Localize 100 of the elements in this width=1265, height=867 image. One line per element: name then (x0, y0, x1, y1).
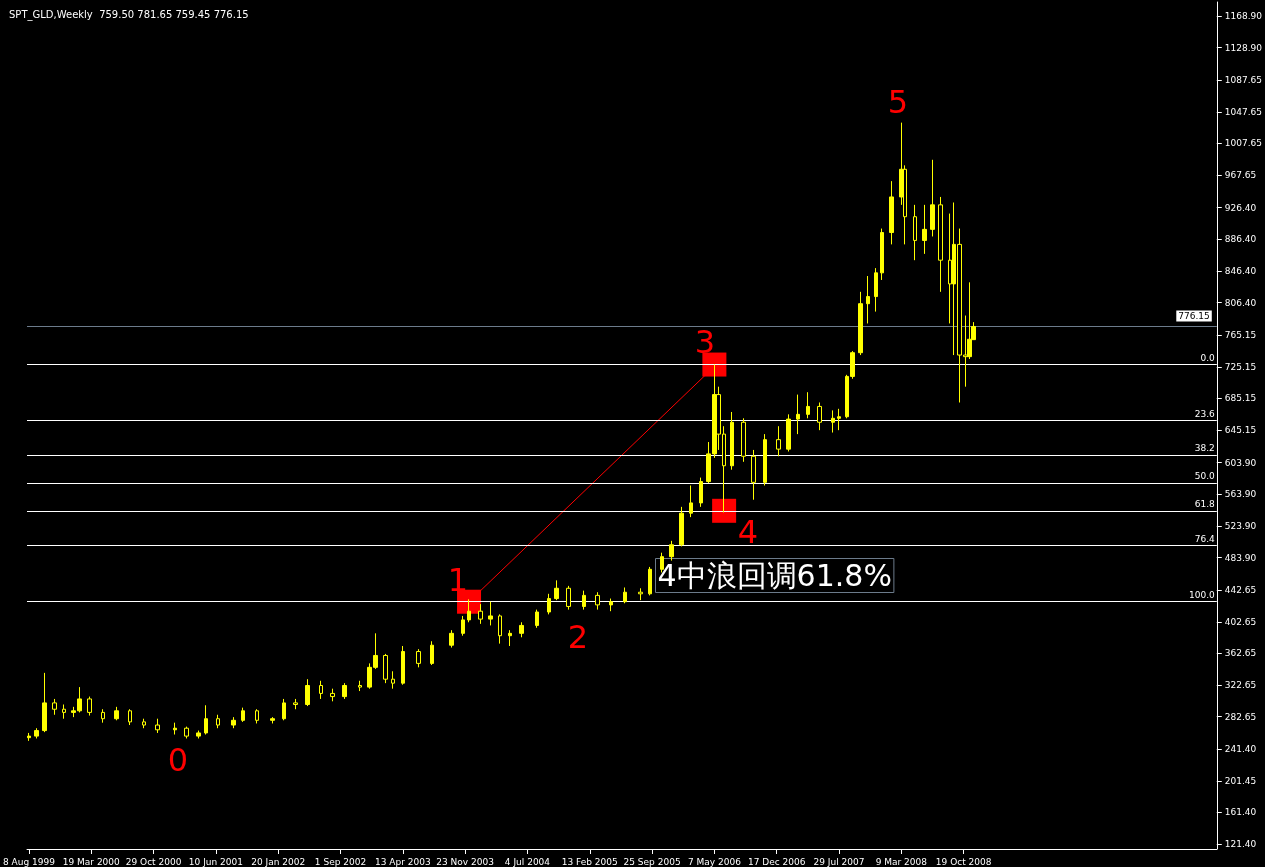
y-tick-label: 523.90 (1224, 520, 1257, 531)
ref-line-label: 776.15 (1178, 310, 1210, 321)
candlestick (216, 714, 220, 729)
candlestick (699, 477, 703, 508)
candlestick (62, 703, 66, 720)
y-tick-label: 1168.90 (1224, 10, 1263, 21)
candlestick (293, 698, 298, 710)
candlestick (786, 413, 791, 453)
annotation: 0.0 (1200, 353, 1216, 364)
candlestick (566, 585, 571, 611)
candlestick (449, 629, 454, 649)
y-tick-label: 241.40 (1224, 744, 1257, 755)
annotation: 38.2 (1194, 443, 1215, 454)
candlestick (204, 704, 208, 736)
candlestick (730, 411, 734, 471)
y-tick-label: 1087.65 (1224, 75, 1262, 86)
y-tick-label: 846.40 (1224, 265, 1257, 276)
x-tick-label: 4 Jul 2004 (504, 856, 551, 867)
candlestick (128, 708, 132, 726)
y-tick-label: 362.65 (1224, 648, 1257, 659)
candlestick (648, 566, 652, 596)
candlestick (488, 601, 493, 626)
candlestick (796, 394, 800, 435)
x-tick-label: 10 Jun 2001 (188, 856, 243, 867)
x-tick-label: 23 Nov 2003 (436, 856, 494, 867)
x-tick-label: 17 Dec 2006 (747, 856, 806, 867)
candlestick (508, 629, 512, 647)
candlestick (467, 598, 471, 623)
candlestick (184, 726, 189, 739)
candlestick (930, 159, 935, 237)
candlestick (609, 598, 613, 612)
y-tick-label: 121.40 (1224, 839, 1257, 850)
candlestick (478, 603, 483, 625)
annotation: 76.4 (1194, 533, 1216, 544)
y-tick-label: 161.40 (1224, 807, 1257, 818)
x-tick-label: 29 Oct 2000 (125, 856, 182, 867)
candlestick (751, 449, 756, 501)
annotation: 3 (694, 323, 716, 361)
candlestick (255, 708, 259, 724)
candlestick (305, 678, 310, 707)
candlestick (142, 718, 146, 729)
candlestick (519, 621, 524, 638)
y-tick-label: 967.65 (1224, 170, 1257, 181)
annotation: 5 (887, 83, 909, 121)
candlestick (858, 291, 863, 356)
candlestick (498, 613, 502, 645)
candlestick (101, 708, 105, 724)
y-tick-label: 765.15 (1224, 330, 1257, 341)
y-tick-label: 483.90 (1224, 552, 1257, 563)
candlestick (196, 730, 201, 739)
candlestick (241, 707, 245, 723)
candlestick (342, 682, 347, 700)
candlestick (679, 506, 684, 547)
text: SPT_GLD,Weekly 759.50 781.65 759.45 776.15 (9, 8, 249, 21)
candlestick (806, 391, 810, 419)
x-tick-label: 8 Aug 1999 (2, 856, 56, 867)
annotation: 50.0 (1194, 471, 1216, 482)
candlestick (638, 587, 643, 601)
candlestick (889, 180, 894, 245)
y-tick-label: 402.65 (1224, 616, 1257, 627)
candlestick (776, 425, 781, 457)
x-tick-label: 20 Jan 2002 (251, 856, 306, 867)
y-tick-label: 563.90 (1224, 489, 1257, 500)
x-tick-label: 1 Sep 2002 (314, 856, 367, 867)
candlestick (401, 645, 405, 686)
candlestick (114, 706, 119, 721)
y-tick-label: 645.15 (1224, 425, 1257, 436)
x-tick-label: 19 Mar 2000 (62, 856, 121, 867)
candlestick (52, 698, 57, 716)
candlestick (330, 688, 335, 702)
x-tick-label: 19 Oct 2008 (935, 856, 992, 867)
candlestick (155, 718, 160, 734)
x-tick-label: 13 Feb 2005 (561, 856, 618, 867)
y-tick-label: 322.65 (1224, 680, 1257, 690)
annotation: 100.0 (1189, 589, 1216, 600)
candlestick (34, 727, 39, 739)
candlestick (416, 648, 421, 668)
y-tick-label: 725.15 (1224, 361, 1257, 372)
annotation: 4中浪回调61.8% (657, 558, 892, 593)
y-tick-label: 926.40 (1224, 202, 1257, 213)
candlestick (87, 696, 92, 717)
y-tick-label: 685.15 (1224, 393, 1257, 404)
x-tick-label: 9 Mar 2008 (875, 856, 928, 867)
candlestick (270, 716, 275, 724)
candlestick (689, 485, 693, 518)
candlestick (837, 408, 841, 431)
candlestick (866, 275, 870, 324)
candlestick (922, 204, 927, 255)
point (712, 498, 737, 523)
y-tick-label: 886.40 (1224, 234, 1257, 245)
candlestick (27, 732, 31, 742)
candlestick (874, 267, 878, 313)
candlestick (430, 640, 434, 666)
candlestick (913, 204, 917, 261)
candlestick (595, 591, 600, 611)
annotation: 61.8 (1194, 499, 1216, 510)
candlestick (582, 590, 586, 611)
annotation: 4 (737, 513, 759, 551)
x-tick-label: 25 Sep 2005 (623, 856, 681, 867)
y-tick-label: 1007.65 (1224, 138, 1262, 149)
